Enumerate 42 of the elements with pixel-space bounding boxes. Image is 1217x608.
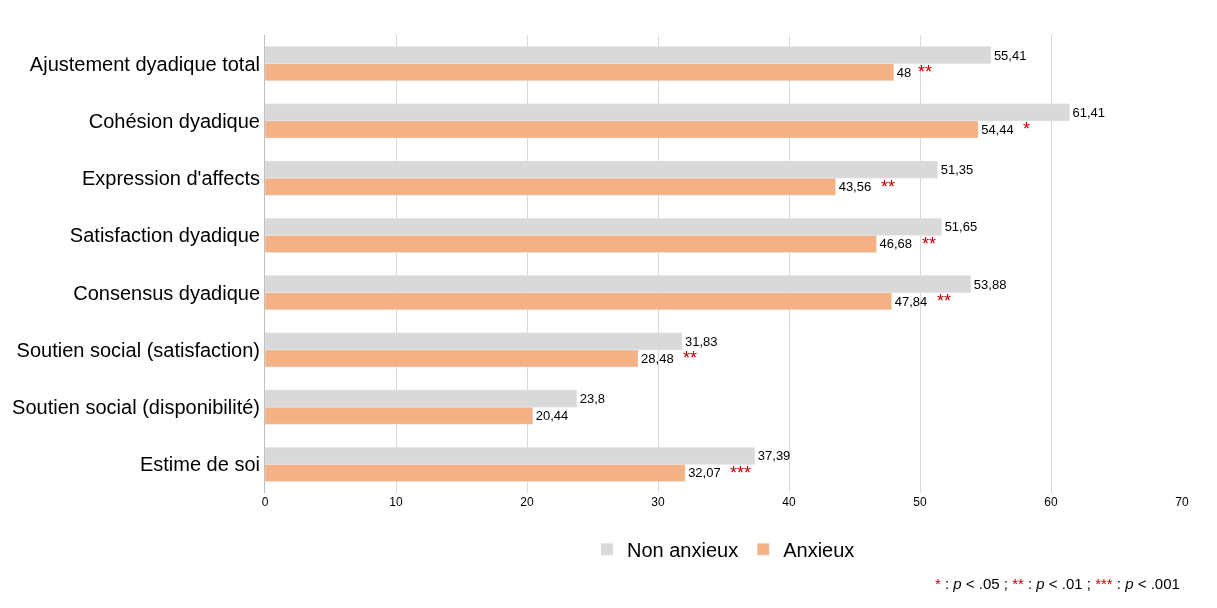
- annotation: **: [918, 62, 933, 82]
- x-tick-label: 0: [261, 495, 269, 509]
- data-label: 47,84: [894, 293, 928, 309]
- data-label: 54,44: [981, 121, 1014, 137]
- annotation: ***: [730, 463, 752, 483]
- data-label: 20,44: [535, 408, 569, 424]
- legend-label: Anxieux: [783, 538, 855, 561]
- data-label: 53,88: [973, 276, 1007, 292]
- data-label: 28,48: [641, 350, 674, 366]
- annotation: *: [1023, 119, 1031, 139]
- x-tick-label: 70: [1175, 495, 1189, 509]
- y-tick-label: Consensus dyadique: [73, 281, 260, 304]
- data-label: 51,35: [940, 162, 974, 178]
- data-label: 61,41: [1072, 104, 1106, 120]
- x-tick-label: 10: [389, 495, 403, 509]
- y-tick-label: Soutien social (satisfaction): [16, 338, 260, 361]
- data-label: 51,65: [944, 219, 978, 235]
- data-label: 43,56: [838, 179, 872, 195]
- annotation: **: [881, 177, 896, 197]
- x-tick-label: 50: [913, 495, 927, 509]
- data-label: 23,8: [579, 391, 606, 407]
- legend-label: Non anxieux: [627, 538, 739, 561]
- data-label: 37,39: [757, 448, 791, 464]
- annotation: **: [937, 291, 952, 311]
- data-label: 31,83: [684, 333, 718, 349]
- y-tick-label: Satisfaction dyadique: [69, 224, 260, 247]
- data-label: 48: [896, 64, 912, 80]
- y-tick-label: Cohésion dyadique: [88, 109, 260, 132]
- y-tick-label: Soutien social (disponibilité): [12, 396, 260, 419]
- x-tick-label: 40: [782, 495, 796, 509]
- y-tick-label: Ajustement dyadique total: [29, 52, 260, 75]
- y-tick-label: Estime de soi: [139, 453, 260, 476]
- annotation: **: [683, 348, 698, 368]
- x-tick-label: 60: [1044, 495, 1058, 509]
- text: * : p < .05 ; ** : p < .01 ; *** : p < .001: [935, 575, 1180, 592]
- data-label: 46,68: [879, 236, 913, 252]
- data-label: 32,07: [688, 465, 721, 481]
- x-tick-label: 20: [520, 495, 534, 509]
- data-label: 55,41: [993, 47, 1027, 63]
- y-tick-label: Expression d'affects: [82, 167, 260, 190]
- x-tick-label: 30: [651, 495, 665, 509]
- annotation: **: [922, 234, 937, 254]
